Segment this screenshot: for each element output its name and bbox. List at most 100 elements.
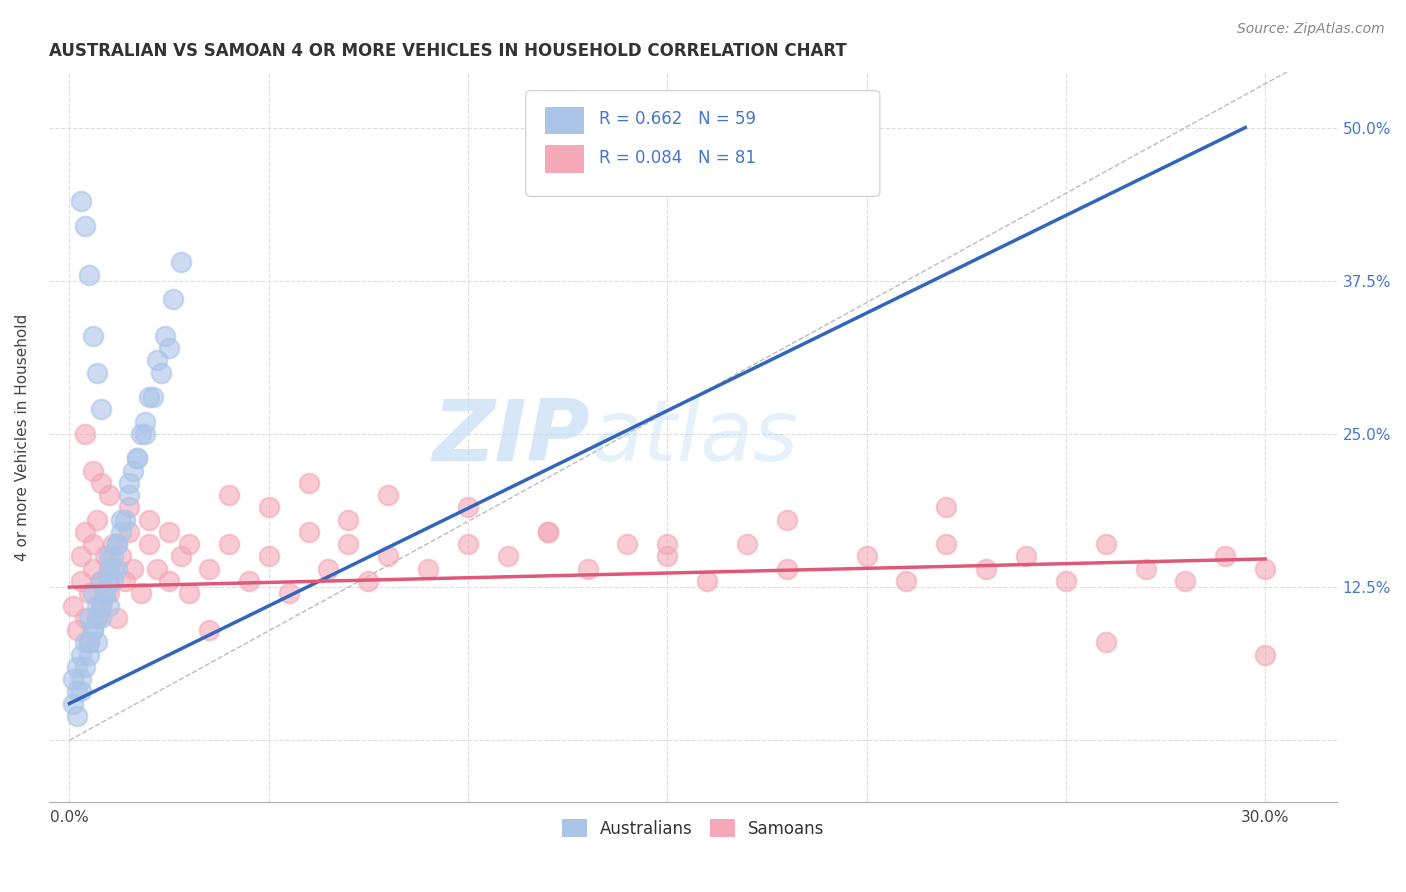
Point xyxy=(114,513,136,527)
Point xyxy=(416,562,439,576)
Point xyxy=(177,586,200,600)
Point xyxy=(177,537,200,551)
Point xyxy=(82,562,104,576)
Point xyxy=(79,648,101,662)
Point xyxy=(855,549,877,564)
Point xyxy=(170,255,193,269)
Point xyxy=(157,341,180,355)
Point xyxy=(98,488,121,502)
Point xyxy=(86,513,108,527)
Point xyxy=(1054,574,1077,588)
Point xyxy=(86,611,108,625)
Point xyxy=(218,537,240,551)
Point xyxy=(82,329,104,343)
Point xyxy=(776,562,799,576)
Point xyxy=(657,549,679,564)
Point xyxy=(129,426,152,441)
Point xyxy=(297,524,319,539)
Point xyxy=(94,549,117,564)
Point xyxy=(103,549,125,564)
Point xyxy=(62,697,84,711)
Y-axis label: 4 or more Vehicles in Household: 4 or more Vehicles in Household xyxy=(15,313,30,561)
Point xyxy=(735,537,758,551)
Point xyxy=(377,549,399,564)
Point xyxy=(118,488,141,502)
Point xyxy=(75,219,97,233)
Point xyxy=(537,524,560,539)
Point xyxy=(138,537,160,551)
Point xyxy=(337,537,360,551)
Point xyxy=(66,623,89,637)
Point xyxy=(1254,648,1277,662)
Point xyxy=(337,513,360,527)
Point xyxy=(122,562,145,576)
Point xyxy=(110,549,132,564)
Point xyxy=(974,562,997,576)
Point xyxy=(153,329,176,343)
Point xyxy=(496,549,519,564)
Point xyxy=(110,513,132,527)
Point xyxy=(127,451,149,466)
Point xyxy=(70,684,93,698)
Point xyxy=(90,574,112,588)
Point xyxy=(657,537,679,551)
Point xyxy=(75,635,97,649)
Point xyxy=(198,623,221,637)
Point xyxy=(75,524,97,539)
Point xyxy=(696,574,718,588)
Point xyxy=(134,415,156,429)
Point xyxy=(146,562,169,576)
Point xyxy=(127,451,149,466)
FancyBboxPatch shape xyxy=(546,107,583,135)
Point xyxy=(157,574,180,588)
Point xyxy=(1174,574,1197,588)
Point xyxy=(142,390,165,404)
Text: Source: ZipAtlas.com: Source: ZipAtlas.com xyxy=(1237,22,1385,37)
Point xyxy=(1094,537,1116,551)
Point xyxy=(62,599,84,613)
Point xyxy=(138,513,160,527)
Point xyxy=(1094,635,1116,649)
Point xyxy=(1215,549,1237,564)
Point xyxy=(457,500,479,515)
Text: atlas: atlas xyxy=(591,395,799,478)
FancyBboxPatch shape xyxy=(546,145,583,173)
Point xyxy=(114,574,136,588)
Point xyxy=(162,292,184,306)
Point xyxy=(146,353,169,368)
Point xyxy=(98,599,121,613)
Text: ZIP: ZIP xyxy=(433,395,591,478)
Point xyxy=(66,708,89,723)
Text: R = 0.662   N = 59: R = 0.662 N = 59 xyxy=(599,110,756,128)
Text: R = 0.084   N = 81: R = 0.084 N = 81 xyxy=(599,149,756,167)
Point xyxy=(110,524,132,539)
Point xyxy=(79,635,101,649)
Point xyxy=(79,268,101,282)
Point xyxy=(86,599,108,613)
Point xyxy=(105,537,128,551)
Point xyxy=(170,549,193,564)
Point xyxy=(103,562,125,576)
Point xyxy=(457,537,479,551)
Point xyxy=(82,623,104,637)
Point xyxy=(238,574,260,588)
Point xyxy=(105,611,128,625)
Text: AUSTRALIAN VS SAMOAN 4 OR MORE VEHICLES IN HOUSEHOLD CORRELATION CHART: AUSTRALIAN VS SAMOAN 4 OR MORE VEHICLES … xyxy=(49,42,848,60)
Point xyxy=(138,390,160,404)
Point xyxy=(62,672,84,686)
Point xyxy=(66,660,89,674)
Point xyxy=(70,574,93,588)
Point xyxy=(616,537,638,551)
Point xyxy=(129,586,152,600)
Point xyxy=(79,586,101,600)
Point xyxy=(70,549,93,564)
Point xyxy=(103,574,125,588)
Point xyxy=(82,537,104,551)
Point xyxy=(776,513,799,527)
Point xyxy=(134,426,156,441)
Point xyxy=(70,648,93,662)
FancyBboxPatch shape xyxy=(526,91,880,196)
Point xyxy=(86,611,108,625)
Point xyxy=(576,562,599,576)
Point xyxy=(122,464,145,478)
